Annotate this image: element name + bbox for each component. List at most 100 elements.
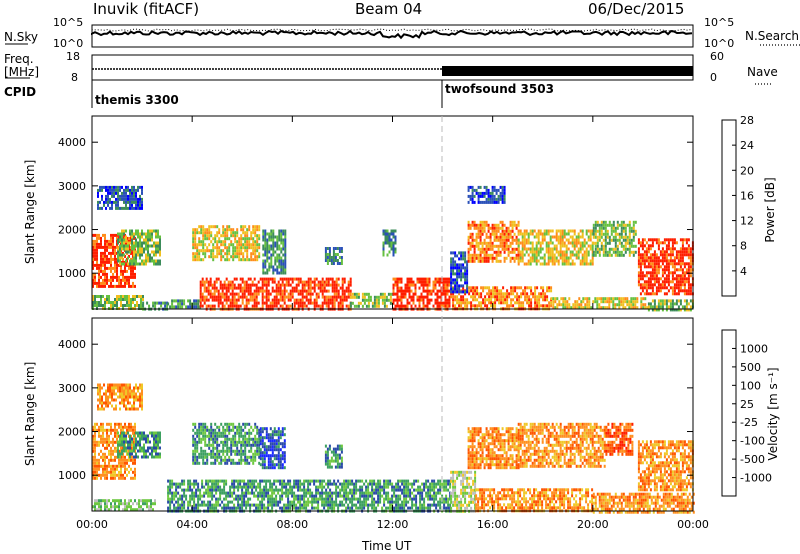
y-tick-label: 1000: [58, 469, 86, 482]
y-tick-label: 2000: [58, 426, 86, 439]
beam-title: Beam 04: [355, 0, 423, 18]
x-tick-label: 16:00: [477, 518, 509, 531]
echo-region: [450, 470, 477, 513]
echo-region: [392, 277, 451, 311]
noise-tick-low-right: 10^0: [704, 37, 735, 50]
nsky-label: N.Sky: [4, 30, 39, 44]
echo-region: [592, 492, 695, 514]
cpid-segment-1: themis 3300: [95, 93, 179, 107]
echo-region: [647, 299, 694, 312]
echo-region: [97, 383, 143, 411]
velocity-ylabel: Slant Range [km]: [23, 361, 37, 466]
y-tick-label: 2000: [58, 224, 86, 237]
echo-region: [517, 229, 594, 266]
echo-region: [450, 286, 553, 311]
power-panel: 1000 2000 3000 4000: [58, 115, 694, 312]
power-colorbar-label: Power [dB]: [763, 177, 777, 243]
echo-region: [192, 422, 261, 465]
nsearch-label: N.Search: [745, 29, 800, 43]
echo-region: [349, 292, 394, 308]
colorbar-tick-label: 1000: [740, 342, 768, 355]
colorbar-tick-label: 12: [740, 215, 754, 228]
colorbar-frame: [721, 119, 737, 297]
noise-tick-high-right: 10^5: [704, 16, 735, 29]
cpid-label: CPID: [4, 85, 37, 99]
echo-region: [324, 247, 343, 265]
echo-region: [324, 444, 343, 469]
x-tick-label: 00:00: [677, 518, 709, 531]
echo-region: [467, 427, 520, 470]
echo-region: [167, 299, 202, 309]
echo-region: [167, 479, 452, 513]
colorbar-tick-label: 25: [740, 398, 754, 411]
search-noise-trace: [91, 28, 693, 32]
x-tick-label: 20:00: [577, 518, 609, 531]
velocity-colorbar-label: Velocity [m s⁻¹]: [766, 367, 780, 461]
echo-region: [117, 431, 161, 459]
echo-region: [550, 297, 649, 310]
noise-trace: [91, 29, 693, 40]
freq-label-2: [MHz]: [4, 65, 40, 79]
echo-region: [262, 229, 287, 275]
y-tick-label: 3000: [58, 180, 86, 193]
colorbar-tick-label: 28: [740, 114, 754, 127]
echo-region: [467, 220, 520, 263]
nave-label: Nave: [747, 65, 778, 79]
echo-region: [592, 220, 637, 257]
colorbar-tick-label: 20: [740, 164, 754, 177]
x-axis-title: Time UT: [362, 539, 412, 553]
colorbar-tick-label: -25: [740, 416, 758, 429]
colorbar-tick-label: 500: [740, 361, 761, 374]
x-tick-label: 12:00: [377, 518, 409, 531]
freq-tick-high: 18: [66, 50, 80, 63]
noise-tick-low-left: 10^0: [53, 37, 84, 50]
y-tick-label: 4000: [58, 338, 86, 351]
velocity-panel: 1000 2000 3000 4000 00:00 04:00 08:00 12:00 16:0…: [58, 317, 709, 531]
echo-region: [259, 427, 286, 470]
panel-frame: [91, 115, 694, 310]
colorbar-tick-label: 100: [740, 379, 761, 392]
panel-frame: [91, 317, 694, 512]
noise-strip: [91, 24, 694, 48]
y-tick-label: 4000: [58, 136, 86, 149]
station-title: Inuvik (fitACF): [93, 0, 200, 18]
echo-region: [199, 277, 352, 311]
nave-tick-high: 60: [710, 50, 724, 63]
colorbar-tick-label: 4: [740, 265, 747, 278]
echo-region: [637, 440, 694, 492]
date-title: 06/Dec/2015: [588, 0, 685, 18]
echo-region: [637, 238, 694, 296]
echo-region: [92, 499, 156, 512]
freq-strip: [91, 54, 694, 81]
echo-region: [605, 422, 634, 456]
echo-region: [192, 225, 261, 262]
noise-tick-high-left: 10^5: [53, 16, 84, 29]
echo-region: [517, 422, 606, 468]
colorbar-tick-label: -100: [740, 435, 765, 448]
freq-tick-low: 8: [71, 71, 78, 84]
freq-label-1: Freq.: [4, 52, 34, 66]
echo-region: [467, 185, 506, 204]
echo-region: [92, 295, 144, 310]
nave-tick-low: 0: [710, 71, 717, 84]
velocity-colorbar: -1000 -500 -100 -25 25 100 500 1000: [721, 329, 772, 497]
echo-region: [450, 251, 469, 294]
y-tick-label: 1000: [58, 267, 86, 280]
x-tick-label: 00:00: [76, 518, 108, 531]
x-tick-label: 04:00: [176, 518, 208, 531]
nave-block: [442, 66, 693, 76]
cpid-segment-2: twofsound 3503: [445, 82, 554, 96]
power-colorbar: 4 8 12 16 20 24 28: [721, 114, 754, 297]
colorbar-tick-label: -1000: [740, 472, 772, 485]
echo-region: [97, 185, 143, 210]
echo-region: [382, 229, 397, 257]
colorbar-tick-label: 24: [740, 139, 754, 152]
y-tick-label: 3000: [58, 382, 86, 395]
colorbar-frame: [721, 329, 737, 497]
colorbar-tick-label: 8: [740, 240, 747, 253]
colorbar-tick-label: -500: [740, 453, 765, 466]
echo-region: [117, 229, 161, 266]
x-tick-label: 08:00: [276, 518, 308, 531]
cpid-strip: [91, 80, 443, 108]
